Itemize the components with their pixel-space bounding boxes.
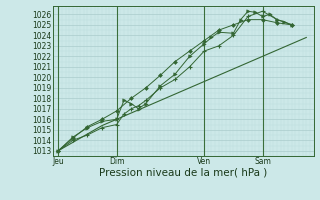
X-axis label: Pression niveau de la mer( hPa ): Pression niveau de la mer( hPa ) [99,168,267,178]
